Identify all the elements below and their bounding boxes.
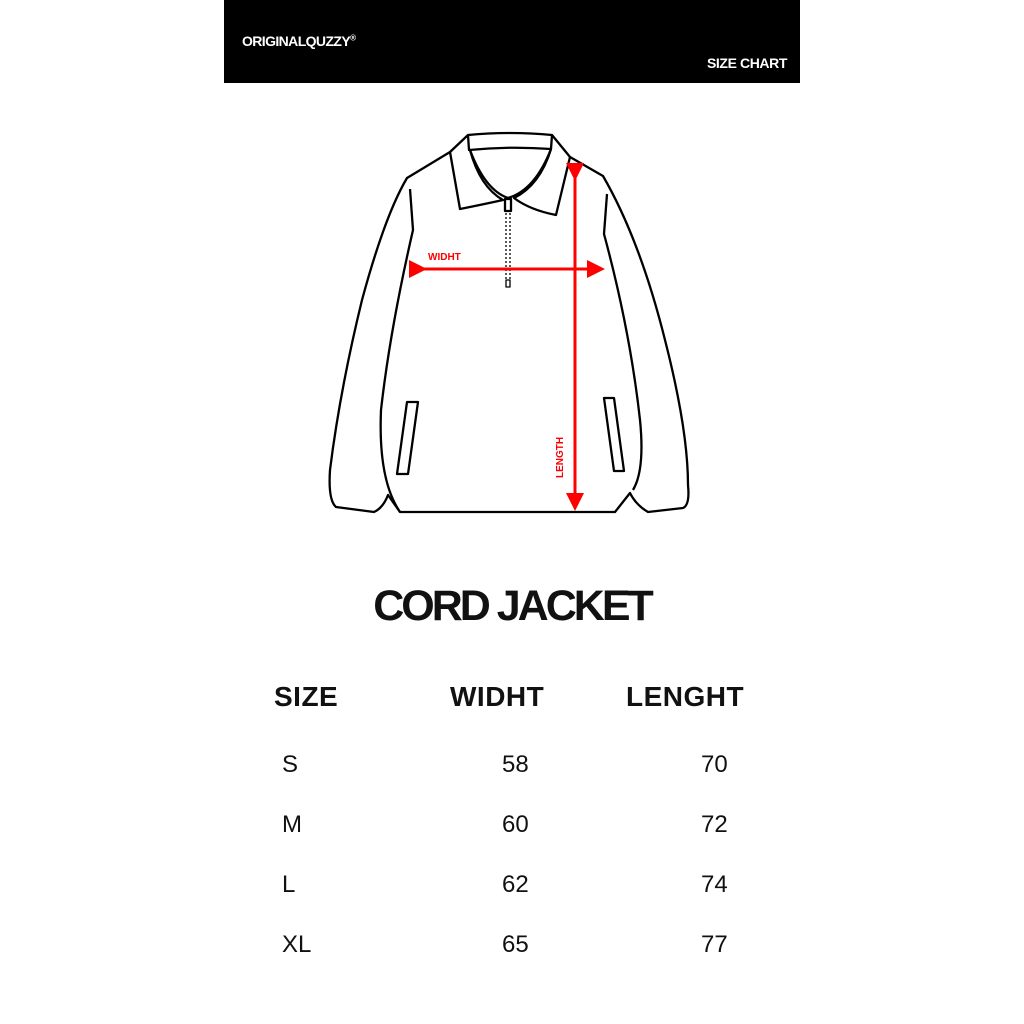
header-banner: ORIGINALQUZZY® SIZE CHART [224,0,800,83]
length-label: LENGTH [555,437,566,478]
length-cell: 70 [701,751,728,778]
header-length: LENGHT [626,681,745,712]
measure-arrows [409,163,605,511]
header-width: WIDHT [450,681,545,712]
size-cell: M [282,811,302,838]
length-cell: 74 [701,871,728,898]
jacket-diagram: WIDHT LENGTH [328,131,690,514]
length-cell: 77 [701,931,728,958]
size-cell: L [282,871,296,898]
width-cell: 62 [502,871,529,898]
width-cell: 65 [502,931,529,958]
width-cell: 58 [502,751,529,778]
width-cell: 60 [502,811,529,838]
size-chart-label: SIZE CHART [706,55,787,71]
header-size: SIZE [274,681,339,712]
length-cell: 72 [701,811,728,838]
jacket-outline [328,131,690,514]
size-cell: S [282,751,299,778]
product-title: CORD JACKET [373,582,654,630]
size-cell: XL [282,931,312,958]
brand-logo: ORIGINALQUZZY® [242,33,356,49]
width-label: WIDHT [428,252,461,263]
